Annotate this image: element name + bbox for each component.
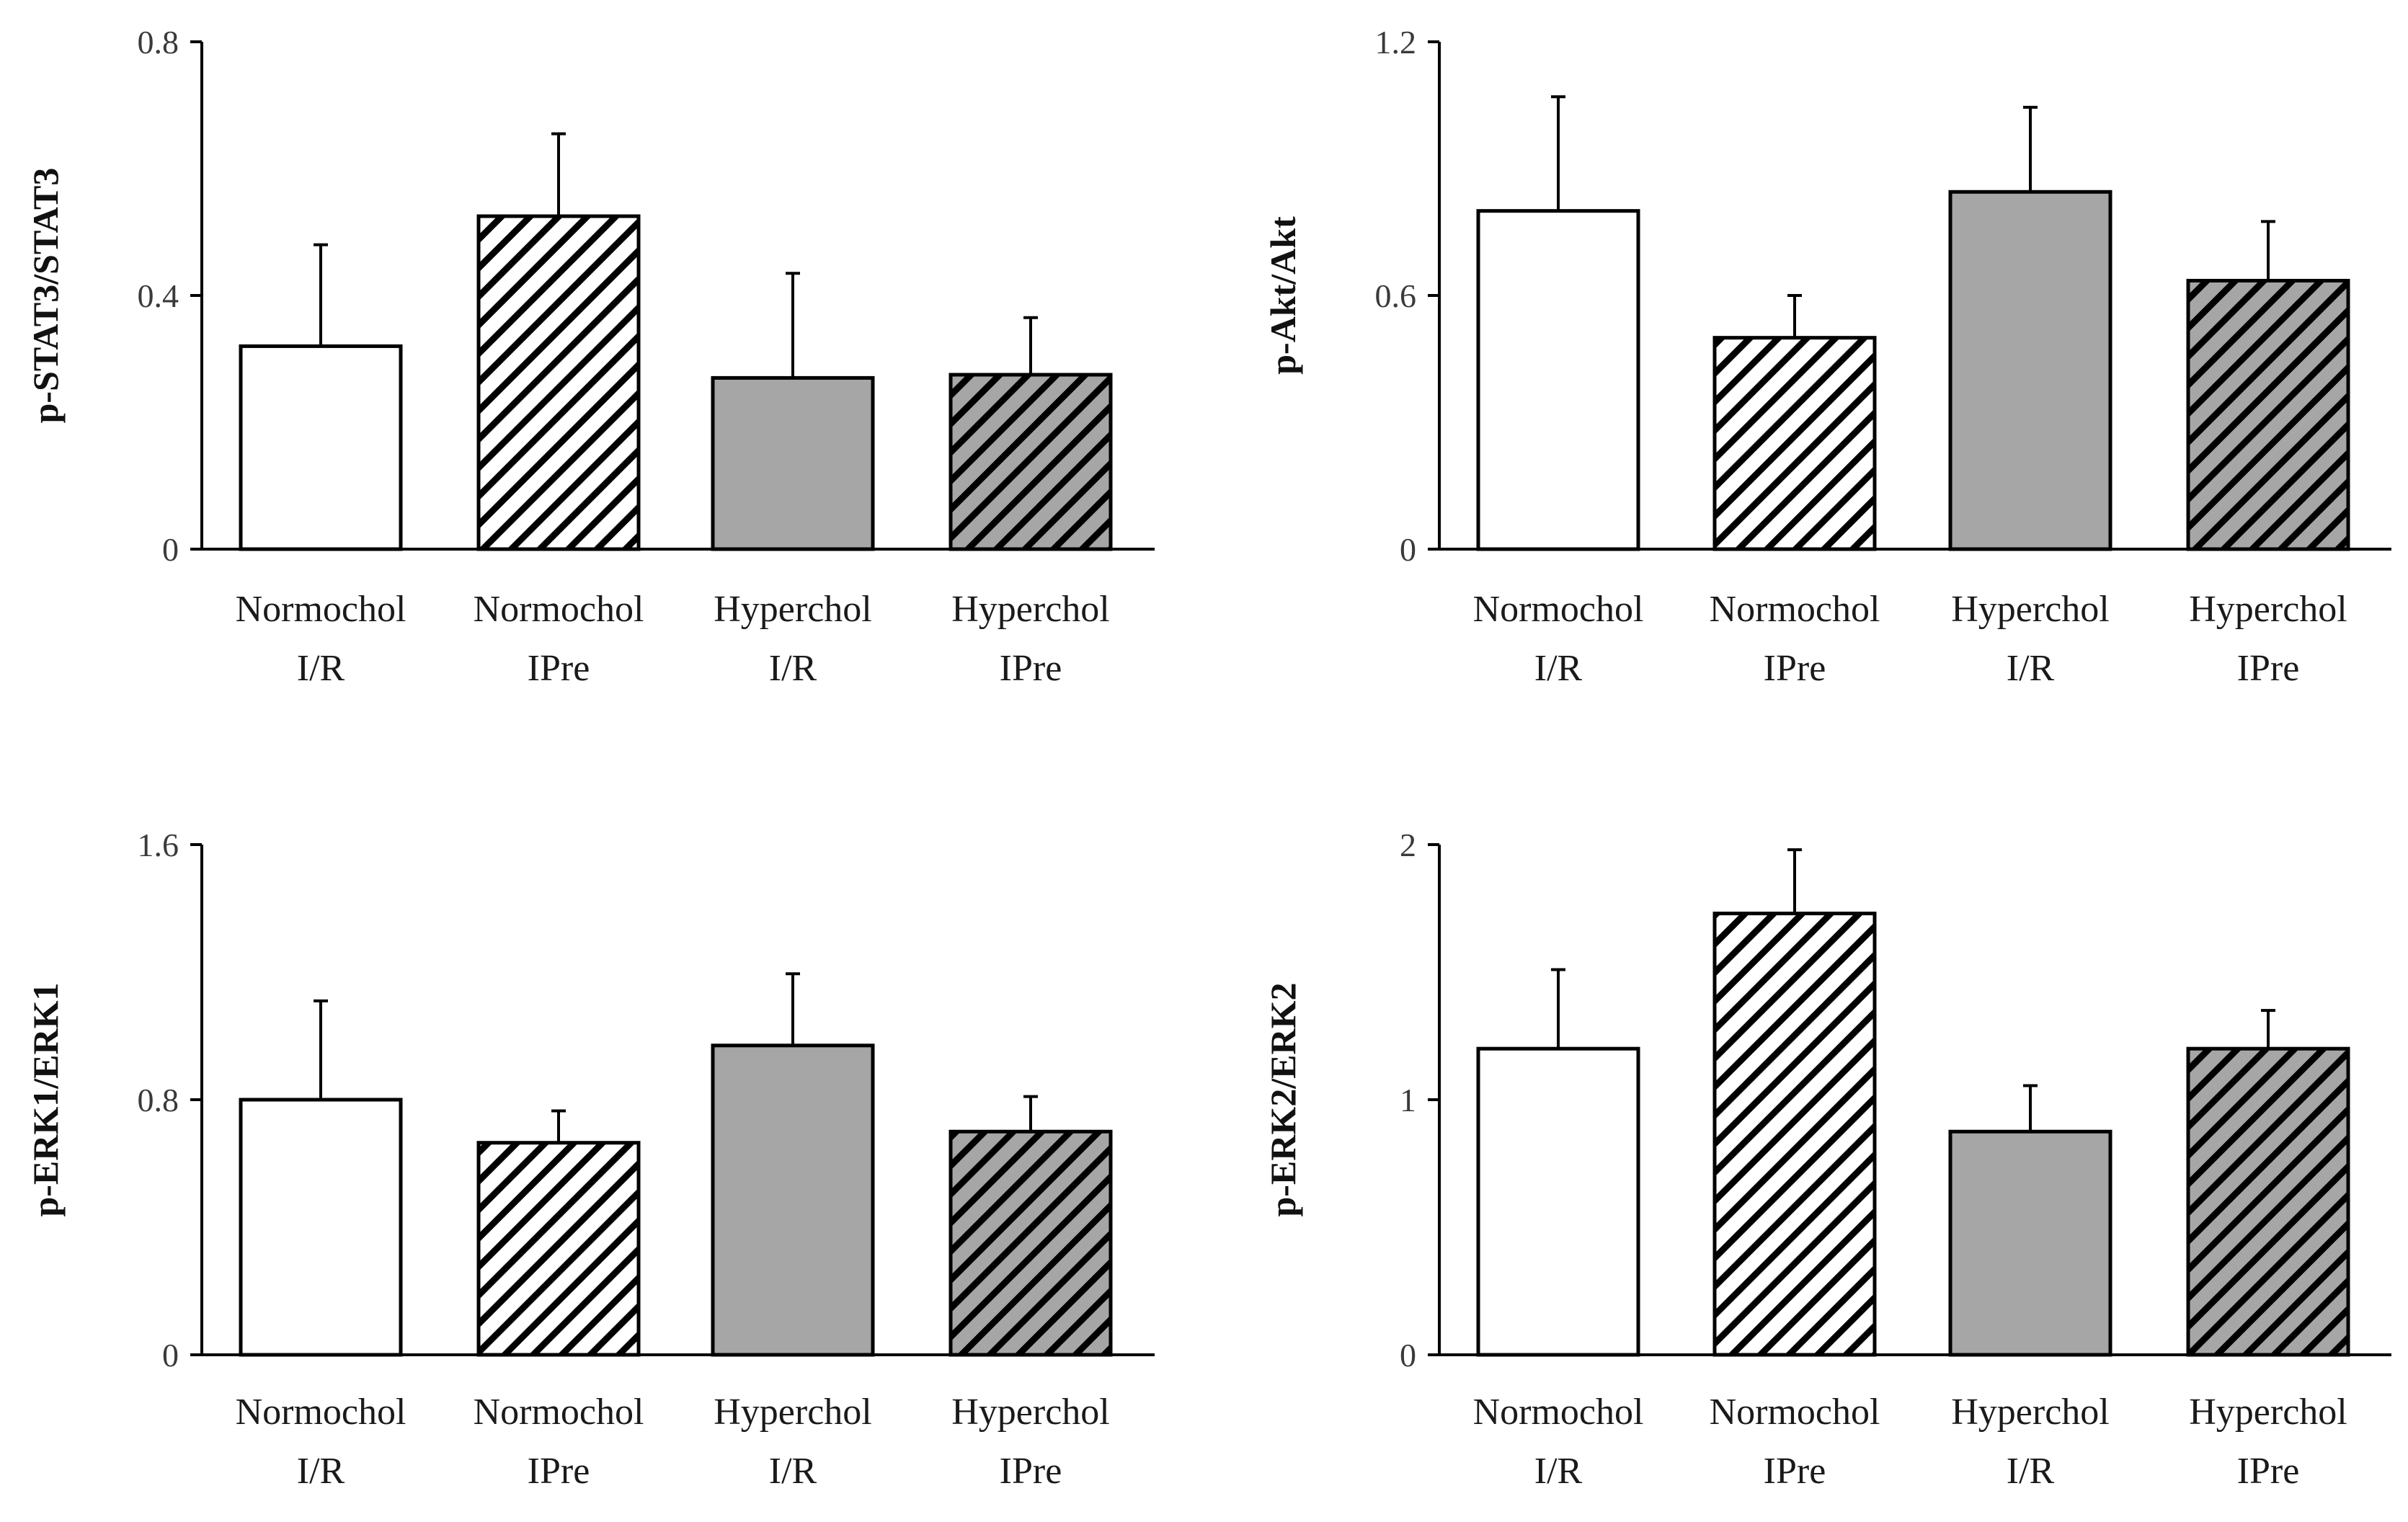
bar [2186, 1046, 2350, 1357]
y-axis-label: p-ERK1/ERK1 [25, 982, 66, 1216]
category-label-line2: I/R [769, 648, 817, 689]
bar [711, 375, 875, 551]
category-label-line2: IPre [1764, 648, 1826, 689]
category-label-line1: Hyperchol [951, 1392, 1109, 1433]
category-label-line1: Hyperchol [714, 589, 871, 630]
category-label-line2: I/R [2007, 1451, 2055, 1492]
bar [239, 1098, 403, 1357]
y-axis-label: p-STAT3/STAT3 [25, 168, 66, 424]
bar [1476, 1046, 1640, 1357]
bar [1948, 1129, 2112, 1357]
category-label-line2: IPre [1764, 1451, 1826, 1492]
category-label-line1: Hyperchol [2189, 589, 2347, 630]
y-tick-label: 0.6 [1375, 277, 1417, 314]
y-tick-label: 2 [1400, 827, 1416, 863]
y-tick-label: 1.6 [138, 827, 179, 863]
y-tick-label: 0 [162, 531, 179, 568]
bar [1948, 190, 2112, 551]
bar [1712, 912, 1877, 1357]
y-axis-label: p-ERK2/ERK2 [1263, 982, 1303, 1216]
y-tick-label: 1 [1400, 1082, 1416, 1118]
category-label-line1: Normochol [236, 589, 406, 630]
category-label-line2: IPre [1000, 648, 1062, 689]
category-label-line1: Normochol [1710, 589, 1880, 630]
category-label-line1: Normochol [1710, 1392, 1880, 1433]
chart-panel-3: 0 0.8 1.6 p-ERK1/ERK1 Normochol I/R Normochol I… [25, 827, 1155, 1492]
category-label-line1: Normochol [474, 589, 644, 630]
category-label-line1: Hyperchol [714, 1392, 871, 1433]
charts-root: 0 0.4 0.8 p-STAT3/STAT3 Normochol I/R Normocho… [25, 24, 2391, 1492]
category-label-line2: I/R [769, 1451, 817, 1492]
y-tick-label: 0.8 [138, 24, 179, 61]
bar [476, 214, 641, 551]
y-tick-label: 1.2 [1375, 24, 1417, 61]
chart-panel-4: 0 1 2 p-ERK2/ERK2 Normochol I/R Normochol IPre H… [1263, 827, 2391, 1492]
y-tick-label: 0 [1400, 531, 1416, 568]
bar [476, 1141, 641, 1357]
category-label-line1: Normochol [474, 1392, 644, 1433]
category-label-line2: IPre [1000, 1451, 1062, 1492]
category-label-line2: I/R [297, 1451, 345, 1492]
category-label-line2: I/R [2007, 648, 2055, 689]
category-label-line2: IPre [528, 1451, 590, 1492]
bar [239, 344, 403, 551]
category-label-line1: Hyperchol [2189, 1392, 2347, 1433]
bar [948, 373, 1113, 551]
bar [711, 1043, 875, 1357]
y-tick-label: 0.8 [138, 1082, 179, 1118]
category-label-line1: Hyperchol [1951, 589, 2109, 630]
category-label-line1: Normochol [1473, 1392, 1644, 1433]
category-label-line2: I/R [297, 648, 345, 689]
y-tick-label: 0 [1400, 1337, 1416, 1374]
category-label-line2: IPre [2237, 1451, 2300, 1492]
category-label-line1: Normochol [236, 1392, 406, 1433]
chart-panel-2: 0 0.6 1.2 p-Akt/Akt Normochol I/R Normochol IPr… [1263, 24, 2391, 689]
category-label-line2: IPre [528, 648, 590, 689]
bar [948, 1129, 1113, 1357]
category-label-line1: Hyperchol [951, 589, 1109, 630]
category-label-line2: IPre [2237, 648, 2300, 689]
category-label-line2: I/R [1534, 1451, 1583, 1492]
y-tick-label: 0 [162, 1337, 179, 1374]
chart-panel-1: 0 0.4 0.8 p-STAT3/STAT3 Normochol I/R Normocho… [25, 24, 1155, 689]
y-axis-label: p-Akt/Akt [1263, 216, 1303, 375]
category-label-line1: Hyperchol [1951, 1392, 2109, 1433]
category-label-line2: I/R [1534, 648, 1583, 689]
y-tick-label: 0.4 [138, 277, 179, 314]
bar [1712, 336, 1877, 551]
bar [2186, 278, 2350, 551]
bar [1476, 209, 1640, 551]
category-label-line1: Normochol [1473, 589, 1644, 630]
